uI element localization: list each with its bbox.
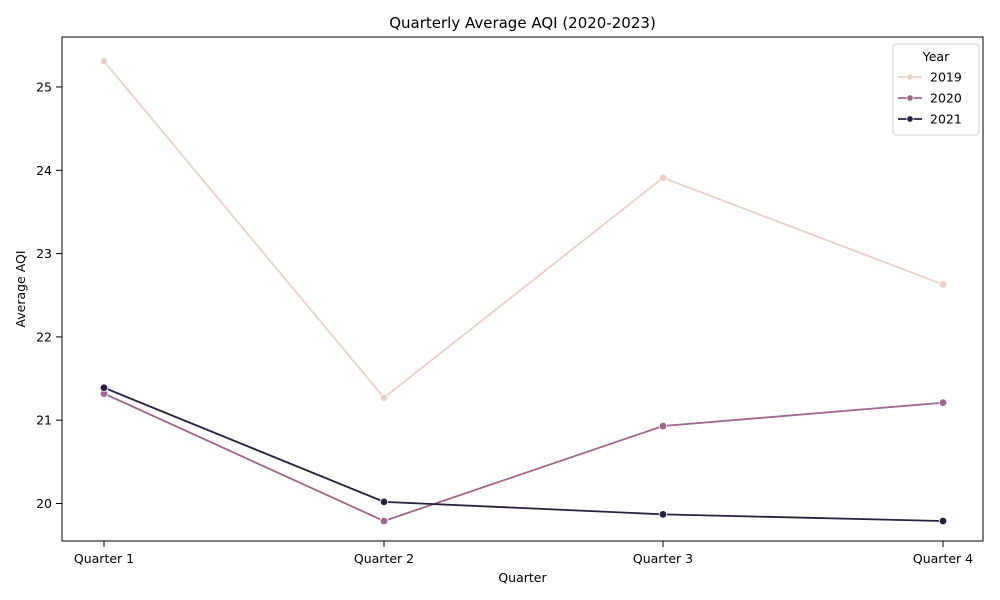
x-tick-label: Quarter 2 <box>354 551 414 566</box>
x-axis-label: Quarter <box>498 570 547 585</box>
data-point <box>379 516 389 526</box>
x-tick-label: Quarter 1 <box>74 551 134 566</box>
y-tick-label: 22 <box>36 329 52 344</box>
data-point <box>99 383 109 392</box>
y-axis-label: Average AQI <box>13 250 28 327</box>
legend-label-2021: 2021 <box>930 112 962 127</box>
legend-marker-2019 <box>906 73 914 81</box>
series-line <box>103 392 944 522</box>
legend-label-2019: 2019 <box>930 70 962 85</box>
plot-area <box>61 36 984 542</box>
x-tick-label: Quarter 3 <box>633 551 693 566</box>
data-point <box>938 398 948 407</box>
y-tick-label: 25 <box>36 79 52 94</box>
data-point <box>658 510 668 519</box>
series-2019 <box>99 56 948 402</box>
legend-marker-2020 <box>906 94 914 102</box>
x-tick-label: Quarter 4 <box>913 551 973 566</box>
series-line <box>103 386 944 522</box>
series-layer <box>99 56 948 526</box>
series-line <box>103 60 944 399</box>
plot-frame <box>61 36 984 542</box>
y-tick-label: 20 <box>36 496 52 511</box>
series-2020 <box>99 389 948 526</box>
data-point <box>938 516 948 526</box>
data-point <box>379 393 389 402</box>
legend-box <box>892 43 980 136</box>
series-2021 <box>99 383 948 526</box>
data-point <box>658 173 668 182</box>
legend-label-2020: 2020 <box>930 91 962 106</box>
legend: Year 2019 2020 2021 <box>892 43 980 136</box>
y-tick-label: 24 <box>36 163 52 178</box>
y-tick-label: 21 <box>36 413 52 428</box>
y-tick-label: 23 <box>36 246 52 261</box>
data-point <box>938 280 948 289</box>
data-point <box>658 421 668 431</box>
data-point <box>99 56 109 66</box>
legend-title: Year <box>922 49 950 64</box>
data-point <box>379 497 389 507</box>
y-axis: 20 21 22 23 24 25 <box>36 79 62 511</box>
chart-title: Quarterly Average AQI (2020-2023) <box>389 14 656 32</box>
legend-marker-2021 <box>906 115 914 123</box>
x-axis: Quarter 1 Quarter 2 Quarter 3 Quarter 4 <box>74 541 973 566</box>
